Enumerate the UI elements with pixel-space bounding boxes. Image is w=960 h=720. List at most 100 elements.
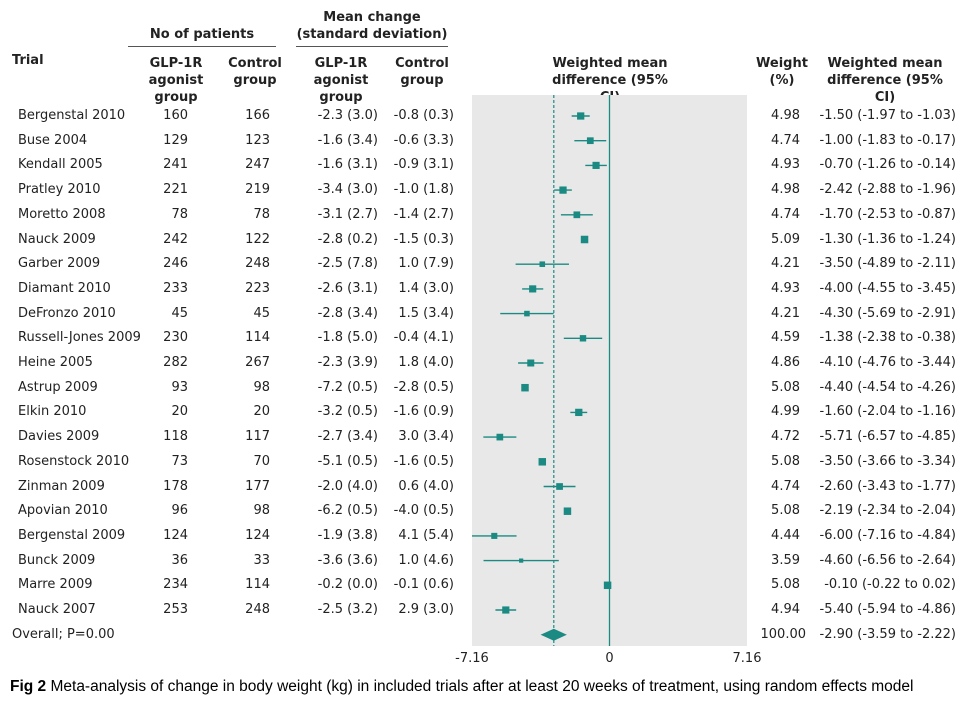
n-control: 45 [253,305,270,321]
n-glp1: 160 [163,108,188,123]
x-tick-label: 0 [605,651,614,666]
mean-change-control: -1.0 (1.8) [393,182,454,198]
wmd-value: -4.40 (-4.54 to -4.26) [819,379,957,395]
patients-divider [128,46,276,47]
mean-change-glp1: -2.7 (3.4) [317,429,378,445]
mean-change-glp1: -2.0 (4.0) [317,478,378,494]
trial-name: Apovian 2010 [18,503,108,519]
mean-change-control: -0.8 (0.3) [393,108,454,123]
mean-change-glp1: -2.5 (7.8) [317,256,378,272]
wmd-value: -1.38 (-2.38 to -0.38) [819,330,957,346]
weight-value: 5.08 [771,453,800,469]
mean-change-glp1: -1.6 (3.4) [317,132,378,148]
mean-change-control: -0.1 (0.6) [393,577,454,593]
n-control: 33 [253,552,270,568]
n-glp1: 253 [163,602,188,617]
weight-value: 5.08 [771,577,800,593]
estimate-marker [529,285,537,293]
caption-prefix: Fig 2 [10,678,47,695]
mean-change-glp1: -2.8 (0.2) [317,231,378,247]
mean-change-glp1: -7.2 (0.5) [317,379,378,395]
mean-change-control: 1.0 (7.9) [398,256,454,272]
n-glp1: 78 [171,206,188,222]
n-glp1: 118 [163,429,188,445]
n-control: 267 [245,355,270,370]
mean-change-control: -1.5 (0.3) [393,231,454,247]
mean-change-control: -1.6 (0.5) [393,453,454,469]
trial-name: Elkin 2010 [18,404,87,420]
wmd-value: -0.70 (-1.26 to -0.14) [819,157,957,173]
trial-name: Buse 2004 [18,132,88,148]
wmd-value: -2.19 (-2.34 to -2.04) [819,503,957,519]
n-glp1: 233 [163,280,188,296]
n-control: 122 [245,231,270,247]
trial-name: Kendall 2005 [18,157,103,173]
weight-value: 4.44 [771,527,800,543]
n-glp1: 241 [163,157,188,173]
estimate-marker [496,433,504,441]
n-control: 70 [253,453,270,469]
n-control: 247 [245,157,270,173]
mean-change-glp1: -1.6 (3.1) [317,157,378,173]
header-no-of-patients: No of patients [149,27,255,42]
mean-change-glp1: -2.5 (3.2) [317,602,378,617]
weight-value: 4.93 [771,280,800,296]
estimate-marker [491,532,498,539]
overall-weight: 100.00 [760,626,807,642]
mean-change-control: -1.4 (2.7) [393,206,454,222]
n-control: 248 [245,602,270,617]
estimate-marker [502,606,510,614]
estimate-marker [575,408,583,417]
n-glp1: 36 [171,552,188,568]
x-tick-label: -7.16 [455,651,489,666]
n-control: 78 [253,206,270,222]
estimate-marker [573,211,581,219]
estimate-marker [524,310,530,317]
n-glp1: 96 [171,503,188,519]
trial-name: Marre 2009 [18,577,93,593]
mean-change-glp1: -2.8 (3.4) [317,305,378,321]
estimate-marker [519,558,524,563]
mean-change-control: 1.8 (4.0) [398,355,454,370]
weight-value: 4.74 [771,206,800,222]
header-mean-glp1: GLP-1R agonist group [313,56,369,105]
mean-change-control: -4.0 (0.5) [393,503,454,519]
trial-name: Garber 2009 [18,256,101,272]
n-control: 177 [245,478,270,494]
wmd-value: -4.30 (-5.69 to -2.91) [819,305,957,321]
trial-name: Rosenstock 2010 [18,453,130,469]
wmd-value: -5.40 (-5.94 to -4.86) [819,602,957,617]
mean-change-glp1: -1.9 (3.8) [317,527,378,543]
n-glp1: 129 [163,132,188,148]
wmd-value: -1.00 (-1.83 to -0.17) [819,132,957,148]
weight-value: 4.74 [771,478,800,494]
mean-change-control: -0.6 (3.3) [393,132,454,148]
wmd-value: -4.60 (-6.56 to -2.64) [819,552,957,568]
n-glp1: 93 [171,379,188,395]
wmd-value: -3.50 (-3.66 to -3.34) [819,453,957,469]
mean-change-control: -0.4 (4.1) [393,330,454,346]
mean-change-control: 4.1 (5.4) [398,527,454,543]
mean-change-glp1: -6.2 (0.5) [317,503,378,519]
n-glp1: 178 [163,478,188,494]
trial-name: Diamant 2010 [18,280,111,296]
trial-name: Davies 2009 [18,429,100,445]
weight-value: 5.09 [771,231,800,247]
n-control: 114 [245,330,270,346]
wmd-value: -4.10 (-4.76 to -3.44) [819,355,957,370]
n-glp1: 234 [163,577,188,593]
weight-value: 4.21 [771,256,800,272]
x-tick-label: 7.16 [732,651,762,666]
trial-name: Astrup 2009 [18,379,98,395]
wmd-value: -2.42 (-2.88 to -1.96) [819,182,957,198]
estimate-marker [563,507,572,515]
trial-name: Bergenstal 2009 [18,527,126,543]
trial-name: Moretto 2008 [18,206,106,222]
wmd-value: -2.60 (-3.43 to -1.77) [819,478,957,494]
n-control: 248 [245,256,270,272]
header-trial: Trial [12,53,44,68]
overall-wmd: -2.90 (-3.59 to -2.22) [819,626,957,642]
weight-value: 4.94 [771,602,800,617]
estimate-marker [521,383,529,392]
estimate-marker [580,235,589,244]
